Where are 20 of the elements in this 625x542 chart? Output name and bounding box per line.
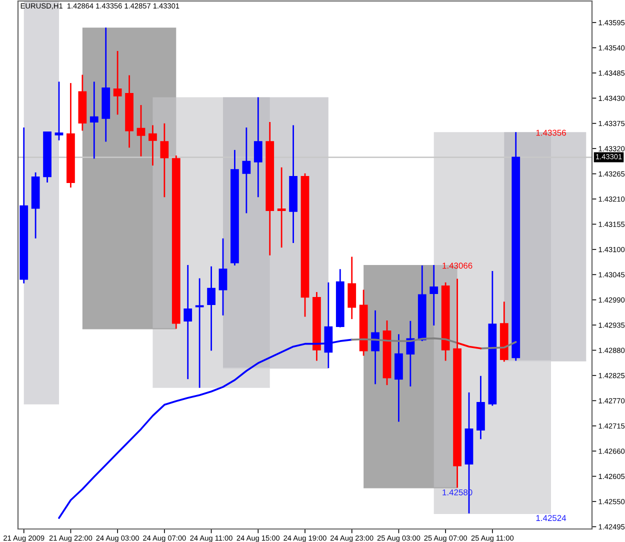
- candlestick: [430, 264, 438, 326]
- candlestick: [136, 104, 146, 158]
- candlestick: [371, 310, 380, 385]
- candlestick: [207, 266, 216, 352]
- candlestick: [348, 256, 356, 320]
- candlestick: [218, 238, 228, 316]
- candlestick: [90, 80, 98, 160]
- candlestick: [184, 264, 192, 380]
- annotation: 1.43066: [442, 262, 472, 269]
- candlestick: [148, 124, 157, 166]
- candlestick: [195, 278, 204, 389]
- candlestick: [54, 80, 64, 142]
- annotation: 1.42524: [536, 515, 566, 522]
- candlestick: [160, 122, 169, 198]
- candlestick: [277, 166, 286, 248]
- candlestick: [406, 320, 415, 388]
- candlestick: [113, 50, 122, 116]
- candlestick: [242, 126, 251, 214]
- candlestick: [254, 96, 262, 198]
- annotation: 1.43356: [536, 130, 566, 136]
